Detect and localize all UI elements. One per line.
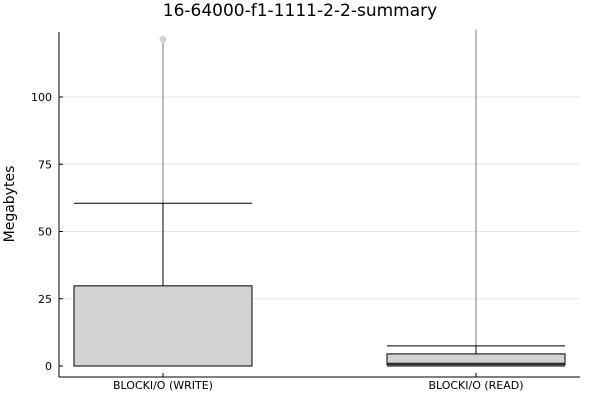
y-tick-label: 50 [38, 226, 52, 239]
y-tick-label: 100 [31, 91, 52, 104]
y-tick-labels: 0 25 50 75 100 [31, 91, 63, 373]
y-axis-label: Megabytes [2, 166, 18, 243]
y-tick-label: 75 [38, 158, 52, 171]
x-tick-label: BLOCKI/O (WRITE) [113, 379, 213, 392]
outlier-point [159, 35, 167, 43]
chart-title: 16-64000-f1-1111-2-2-summary [162, 1, 438, 21]
y-tick-label: 0 [45, 360, 52, 373]
y-tick-label: 25 [38, 293, 52, 306]
plot-marks [73, 29, 566, 367]
box [73, 285, 253, 367]
box [386, 353, 566, 366]
x-tick-label: BLOCKI/O (READ) [428, 379, 523, 392]
gridlines [59, 96, 580, 300]
x-tick-labels: BLOCKI/O (WRITE) BLOCKI/O (READ) [113, 373, 524, 392]
